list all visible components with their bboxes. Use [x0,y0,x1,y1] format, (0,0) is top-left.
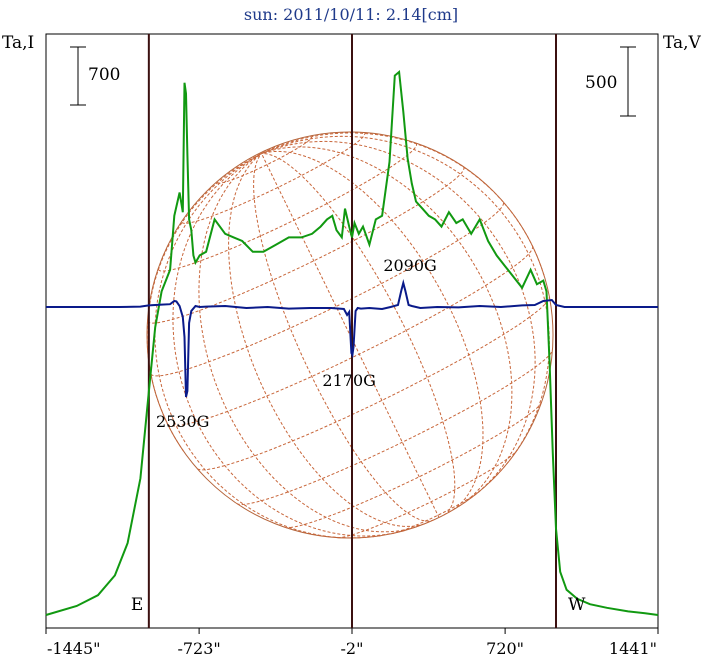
meridian-line [261,140,536,499]
limb-label-west: W [568,595,586,615]
parallel-line [392,490,481,534]
scale-bar-right-label: 500 [585,73,617,93]
parallel-line [147,167,465,324]
x-tick-label: -2" [341,639,364,658]
polarization-series-line [46,279,658,398]
parallel-line [150,201,505,377]
right-axis-label: Ta,V [663,33,702,53]
field-annotation: 2090G [383,256,437,275]
parallel-line [181,133,366,224]
meridian-line [198,153,419,533]
parallel-line [337,449,518,539]
left-axis-label: Ta,I [2,33,34,53]
meridian-line [261,135,550,483]
parallel-line [236,349,553,506]
solar-disk-grid [146,131,554,539]
meridian-line [261,150,484,513]
meridian-line [146,153,262,452]
parallel-line [197,296,550,471]
x-tick-label: 1441" [609,639,657,658]
meridian-line [261,146,513,507]
parallel-line [167,245,534,427]
intensity-series-line [45,70,659,616]
limb-label-east: E [131,595,143,615]
meridian-line [261,153,440,518]
meridian-line [261,153,456,516]
x-tick-label: -723" [177,639,220,658]
parallel-line [158,143,418,272]
x-tick-label: -1445" [47,639,100,658]
meridian-line [253,153,435,522]
scale-bar-left-label: 700 [88,65,120,85]
meridian-line [261,132,545,276]
meridian-line [172,153,405,537]
field-annotation: 2530G [156,412,210,431]
meridian-line [154,153,381,539]
chart-title: sun: 2011/10/11: 2.14[cm] [244,5,458,24]
meridian-line [228,153,430,527]
x-tick-label: 720" [486,639,524,658]
parallel-line [216,136,313,184]
field-annotation: 2170G [322,371,376,390]
scale-bar-right: 500 [585,46,636,117]
scale-bar-left: 700 [70,46,120,106]
reference-lines [147,34,557,628]
